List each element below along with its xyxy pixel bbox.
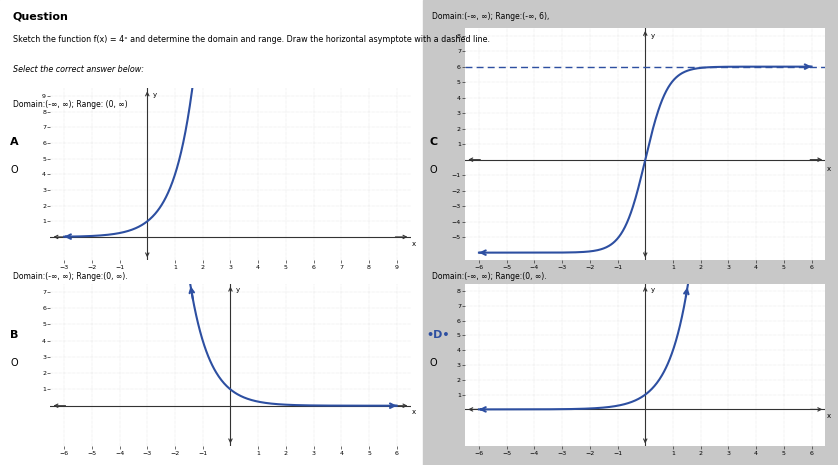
Text: •D•: •D• bbox=[427, 330, 450, 340]
Text: O: O bbox=[429, 358, 437, 368]
Text: B: B bbox=[10, 330, 18, 340]
Text: C: C bbox=[429, 137, 437, 147]
Text: A: A bbox=[10, 137, 18, 147]
Text: y: y bbox=[650, 33, 654, 39]
Text: Select the correct answer below:: Select the correct answer below: bbox=[13, 65, 143, 74]
Text: O: O bbox=[10, 165, 18, 175]
Text: O: O bbox=[10, 358, 18, 368]
Text: y: y bbox=[650, 287, 654, 293]
Text: Domain:(-∞, ∞); Range: (0, ∞): Domain:(-∞, ∞); Range: (0, ∞) bbox=[13, 100, 127, 109]
Text: y: y bbox=[235, 287, 240, 293]
Text: x: x bbox=[412, 409, 416, 415]
Text: Domain:(-∞, ∞); Range:(-∞, 6),: Domain:(-∞, ∞); Range:(-∞, 6), bbox=[432, 12, 549, 20]
Text: Question: Question bbox=[13, 12, 69, 22]
Text: Sketch the function f(x) = 4ˣ and determine the domain and range. Draw the horiz: Sketch the function f(x) = 4ˣ and determ… bbox=[13, 35, 489, 44]
Text: x: x bbox=[412, 241, 416, 247]
Text: x: x bbox=[827, 413, 831, 419]
Text: y: y bbox=[153, 92, 157, 98]
Text: Domain:(-∞, ∞); Range:(0, ∞).: Domain:(-∞, ∞); Range:(0, ∞). bbox=[432, 272, 546, 281]
Text: Domain:(-∞, ∞); Range:(0, ∞).: Domain:(-∞, ∞); Range:(0, ∞). bbox=[13, 272, 127, 281]
Text: O: O bbox=[429, 165, 437, 175]
Text: x: x bbox=[827, 166, 831, 172]
